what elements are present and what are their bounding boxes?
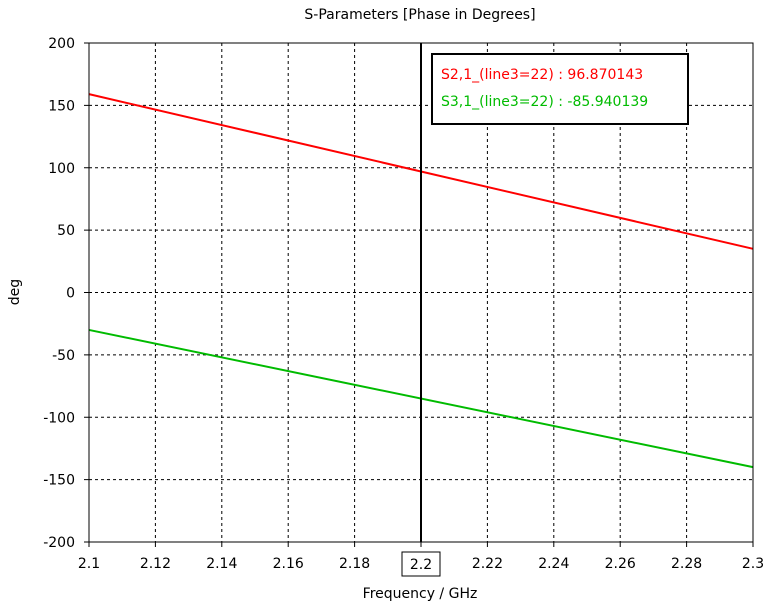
legend-s21-name: S2,1_(line3=22) (441, 67, 554, 83)
x-tick-label: 2.24 (538, 556, 569, 572)
marker-label-box (401, 551, 441, 577)
legend: S2,1_(line3=22) : 96.870143 S3,1_(line3=… (431, 53, 689, 125)
y-tick-label: -50 (52, 348, 75, 364)
legend-entry-s31: S3,1_(line3=22) : -85.940139 (441, 94, 648, 110)
y-tick-label: 100 (48, 161, 75, 177)
x-tick-label: 2.26 (605, 556, 636, 572)
y-tick-labels: 200 150 100 50 0 -50 -100 -150 -200 (43, 36, 75, 551)
x-tick-label: 2.18 (339, 556, 370, 572)
legend-s21-value: 96.870143 (567, 67, 643, 83)
y-tick-label: 200 (48, 36, 75, 52)
legend-s31-name: S3,1_(line3=22) (441, 94, 554, 110)
chart-title: S-Parameters [Phase in Degrees] (304, 7, 535, 23)
x-tick-label: 2.3 (742, 556, 764, 572)
legend-s31-value: -85.940139 (567, 94, 648, 110)
x-tick-label: 2.22 (472, 556, 503, 572)
x-tick-label: 2.1 (78, 556, 100, 572)
y-tick-label: 0 (66, 286, 75, 302)
y-axis-label: deg (7, 279, 23, 305)
y-tick-label: 50 (57, 223, 75, 239)
y-tick-label: 150 (48, 98, 75, 114)
y-tick-label: -150 (43, 473, 75, 489)
legend-entry-s21: S2,1_(line3=22) : 96.870143 (441, 67, 643, 83)
plot-frame (88, 42, 754, 543)
x-tick-labels: 2.1 2.12 2.14 2.16 2.18 2.22 2.24 2.26 2.28 2.3 (78, 556, 764, 572)
x-tick-label: 2.14 (206, 556, 237, 572)
legend-box (431, 53, 689, 125)
x-axis-label: Frequency / GHz (363, 586, 478, 602)
marker-label: 2.2 (410, 557, 432, 573)
x-tick-label: 2.12 (140, 556, 171, 572)
y-tick-label: -100 (43, 410, 75, 426)
x-tick-label: 2.16 (273, 556, 304, 572)
y-tick-label: -200 (43, 535, 75, 551)
x-tick-label: 2.28 (671, 556, 702, 572)
